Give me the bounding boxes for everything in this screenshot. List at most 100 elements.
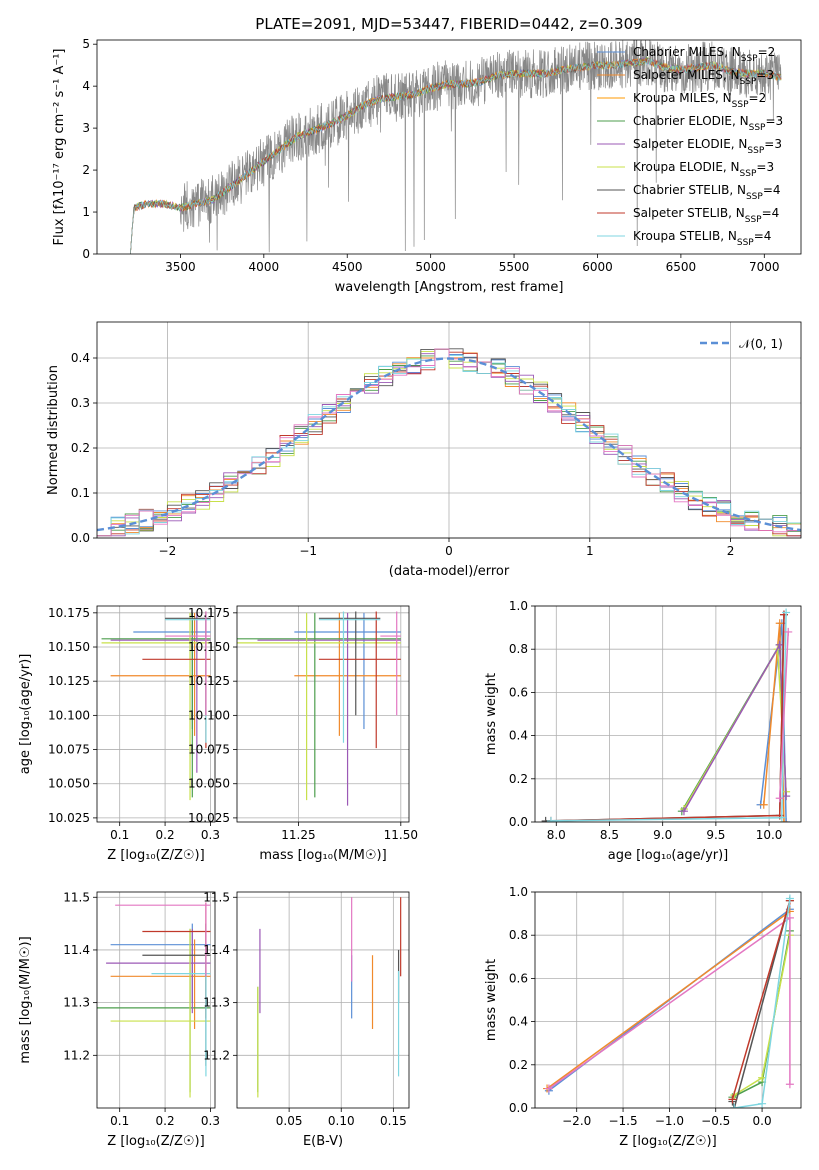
y-tick-label: 0.6: [509, 685, 528, 699]
y-tick-label: 0: [82, 247, 90, 261]
y-tick-label: 11.4: [63, 943, 90, 957]
normal-curve: [97, 357, 801, 532]
y-axis-label: mass weight: [484, 673, 499, 755]
errorbar-point: [380, 611, 401, 716]
x-tick-label: 9.0: [653, 828, 672, 842]
y-tick-label: 11.2: [63, 1048, 90, 1062]
panel-residuals: −2 −1 0 1 2 0.0 0.1 0.2 0.3 0.4 (data-model)/error…: [46, 321, 802, 579]
plot-area: [130, 40, 782, 254]
y-tick-label: 11.5: [203, 890, 230, 904]
y-tick-label: 3: [82, 121, 90, 135]
x-tick-label: 4000: [249, 260, 280, 274]
y-tick-label: 11.2: [203, 1048, 230, 1062]
y-tick-label: 10.125: [188, 674, 230, 688]
x-tick-label: −1: [299, 544, 317, 558]
y-tick-label: 0.0: [509, 1101, 528, 1115]
errorbar-point: [237, 612, 401, 801]
observed-spectrum-line: [130, 40, 782, 254]
plot-area: [543, 894, 794, 1108]
y-tick-label: 10.075: [188, 743, 230, 757]
panel-age_vs_mass: 11.25 11.50 10.025 10.050 10.075 10.100 10.125…: [188, 605, 418, 863]
y-tick-label: 10.100: [188, 708, 230, 722]
x-tick-label: −1.5: [608, 1114, 637, 1128]
errorbar-point: [318, 611, 401, 749]
errorbar-point: [101, 612, 211, 801]
x-tick-label: 8.5: [600, 828, 619, 842]
mass-weight-marker: [775, 619, 784, 628]
axes-frame: [96, 321, 802, 539]
errorbar-point: [165, 611, 211, 716]
x-tick-label: −0.5: [701, 1114, 730, 1128]
x-tick-label: 0.1: [110, 828, 129, 842]
y-tick-label: 0.0: [71, 531, 90, 545]
y-tick-label: 0.8: [509, 642, 528, 656]
figure-title: PLATE=2091, MJD=53447, FIBERID=0442, z=0…: [255, 15, 642, 33]
panel-mass_vs_ebv: 0.05 0.10 0.15 11.2 11.3 11.4 11.5 E(B-V): [203, 890, 410, 1149]
errorbar-point: [110, 612, 211, 773]
panel-age_vs_z: 0.1 0.2 0.3 10.025 10.050 10.075 10.100 10.125 1…: [18, 605, 220, 863]
axes-frame: [236, 891, 410, 1109]
errorbar-point: [101, 612, 211, 798]
mass-weight-line: [731, 900, 791, 1108]
errorbar-point: [151, 949, 211, 1077]
plot-area: [257, 897, 402, 1098]
x-tick-label: −2.0: [562, 1114, 591, 1128]
y-tick-label: 0.4: [509, 729, 528, 743]
x-tick-label: 4500: [332, 260, 363, 274]
x-tick-label: 2: [727, 544, 735, 558]
axes-frame: [534, 891, 802, 1109]
errorbar-point: [237, 612, 401, 798]
y-tick-label: 2: [82, 163, 90, 177]
y-tick-label: 1.0: [509, 885, 528, 899]
x-axis-label: (data-model)/error: [389, 564, 510, 579]
x-tick-label: 1: [586, 544, 594, 558]
mass-weight-line: [546, 910, 791, 1090]
x-axis-label: Z [log₁₀(Z/Z☉)]: [107, 1134, 204, 1149]
mass-weight-marker: [785, 894, 794, 903]
y-tick-label: 10.075: [48, 743, 90, 757]
axes-frame: [236, 605, 410, 823]
legend-entry: Salpeter STELIB, NSSP=4: [633, 206, 779, 225]
x-tick-label: 5500: [499, 260, 530, 274]
x-tick-label: 0.3: [201, 828, 220, 842]
y-tick-label: 10.025: [188, 811, 230, 825]
legend-entry: Salpeter MILES, NSSP=3: [633, 68, 774, 87]
errorbar-point: [110, 928, 211, 1098]
legend-entry: Chabrier STELIB, NSSP=4: [633, 183, 781, 202]
y-tick-label: 1: [82, 205, 90, 219]
mass-weight-marker: [728, 1095, 737, 1104]
y-tick-label: 10.050: [188, 777, 230, 791]
y-axis-label: Normed distribution: [46, 365, 61, 495]
plot-area: [97, 348, 801, 537]
y-tick-label: 0.1: [71, 486, 90, 500]
y-tick-label: 0.2: [509, 1058, 528, 1072]
y-tick-label: 10.050: [48, 777, 90, 791]
panel-massweight_vs_age: 8.0 8.5 9.0 9.5 10.0 0.0 0.2 0.4 0.6 0.8 1.0 age [l…: [484, 599, 802, 863]
y-tick-label: 10.150: [188, 640, 230, 654]
y-tick-label: 0.4: [509, 1015, 528, 1029]
y-tick-label: 0.2: [509, 772, 528, 786]
y-tick-label: 0.3: [71, 396, 90, 410]
legend-entry: Salpeter ELODIE, NSSP=3: [633, 137, 782, 156]
mass-weight-marker: [758, 1073, 767, 1082]
legend-entry: 𝒩(0, 1): [739, 337, 783, 351]
x-tick-label: 5000: [415, 260, 446, 274]
x-tick-label: 0.1: [110, 1114, 129, 1128]
y-tick-label: 1.0: [509, 599, 528, 613]
axes-frame: [96, 39, 802, 255]
residual-histogram: [97, 348, 801, 537]
x-tick-label: 11.50: [384, 828, 418, 842]
errorbar-point: [165, 611, 211, 716]
x-tick-label: 11.25: [281, 828, 315, 842]
x-tick-label: 0.3: [201, 1114, 220, 1128]
x-axis-label: Z [log₁₀(Z/Z☉)]: [107, 848, 204, 863]
mass-weight-marker: [779, 818, 788, 822]
mass-weight-line: [548, 917, 791, 1090]
mass-weight-marker: [759, 800, 768, 809]
y-tick-label: 4: [82, 79, 90, 93]
model-spectrum-line: [130, 57, 782, 254]
x-tick-label: 6500: [666, 260, 697, 274]
legend-entry: Chabrier ELODIE, NSSP=3: [633, 114, 783, 133]
x-axis-label: Z [log₁₀(Z/Z☉)]: [619, 1134, 716, 1149]
